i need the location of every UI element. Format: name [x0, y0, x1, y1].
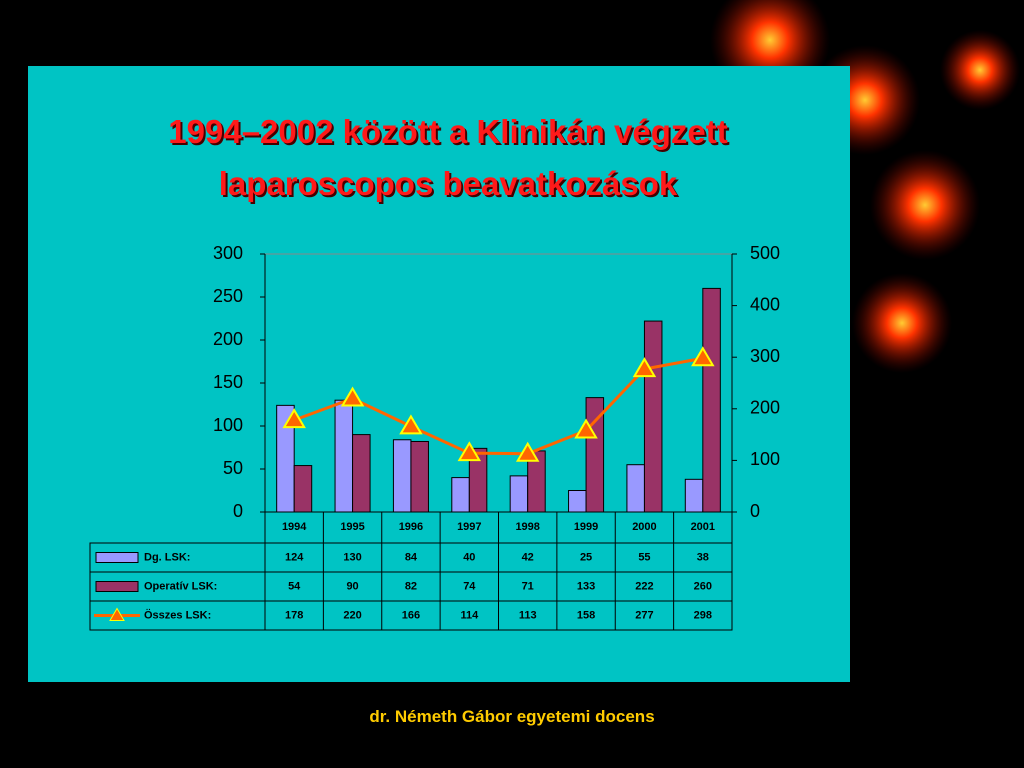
bar [334, 399, 354, 513]
y2-tick-label: 400 [750, 294, 780, 314]
table-value: 54 [288, 580, 301, 592]
marker [574, 418, 598, 439]
table-value: 124 [285, 551, 304, 563]
y-tick-label: 150 [213, 372, 243, 392]
y-tick-label: 300 [213, 243, 243, 263]
table-value: 82 [405, 580, 417, 592]
table-value: 222 [635, 580, 653, 592]
chart-panel: 1994–2002 között a Klinikán végzett lapa… [28, 66, 850, 682]
table-value: 90 [346, 580, 358, 592]
table-value: 298 [694, 609, 712, 621]
table-value: 71 [522, 580, 534, 592]
x-tick-label: 2000 [632, 521, 656, 533]
chart-title: 1994–2002 között a Klinikán végzett lapa… [168, 113, 728, 202]
x-tick-label: 1997 [457, 521, 481, 533]
y-tick-label: 100 [213, 415, 243, 435]
marker [691, 346, 715, 367]
bar [451, 477, 470, 513]
bar [509, 475, 529, 513]
marker [632, 357, 657, 378]
table-value: 114 [460, 609, 479, 621]
bar [293, 465, 313, 513]
x-tick-label: 1998 [515, 521, 539, 533]
marker [399, 414, 423, 435]
table-value: 158 [577, 609, 595, 621]
y-tick-label: 0 [233, 501, 243, 521]
y-tick-label: 50 [223, 458, 243, 478]
table-value: 74 [463, 580, 476, 592]
bar [626, 464, 645, 513]
x-tick-label: 1994 [282, 521, 307, 533]
table-value: 42 [522, 551, 534, 563]
table-value: 260 [694, 580, 712, 592]
marker [515, 441, 540, 462]
footer: dr. Németh Gábor egyetemi docens [369, 707, 655, 726]
table-value: 277 [635, 609, 653, 621]
table-value: 55 [638, 551, 650, 563]
bar [643, 320, 663, 513]
legend-label: Dg. LSK: [144, 551, 190, 563]
bar [468, 447, 488, 513]
y2-tick-label: 0 [750, 501, 760, 521]
table-value: 40 [463, 551, 475, 563]
legend-marker [109, 607, 125, 621]
x-tick-label: 2001 [691, 521, 715, 533]
table-value: 113 [519, 609, 537, 621]
bar [352, 434, 371, 513]
marker [457, 441, 482, 462]
y2-tick-label: 300 [750, 346, 780, 366]
y2-tick-label: 200 [750, 398, 780, 418]
legend-swatch [95, 552, 139, 563]
legend-label: Összes LSK: [144, 608, 211, 621]
legend-swatch [95, 581, 139, 592]
x-tick-label: 1999 [574, 521, 598, 533]
y2-tick-label: 100 [750, 449, 780, 469]
bar [276, 404, 295, 513]
table-value: 25 [580, 551, 592, 563]
table-value: 220 [343, 609, 361, 621]
x-tick-label: 1995 [340, 521, 364, 533]
bar [392, 439, 412, 513]
bar [684, 478, 704, 513]
y-tick-label: 200 [213, 329, 243, 349]
y2-tick-label: 500 [750, 243, 780, 263]
bar [568, 490, 587, 513]
table-value: 38 [697, 551, 709, 563]
table-value: 178 [285, 609, 303, 621]
table-value: 84 [405, 551, 418, 563]
bar [702, 287, 721, 513]
y-tick-label: 250 [213, 286, 243, 306]
marker [282, 408, 306, 429]
marker [340, 386, 365, 407]
legend-label: Operatív LSK: [144, 580, 217, 592]
table-value: 133 [577, 580, 595, 592]
bar [410, 440, 429, 513]
x-tick-label: 1996 [399, 521, 423, 533]
table-value: 166 [402, 609, 420, 621]
table-value: 130 [343, 551, 361, 563]
